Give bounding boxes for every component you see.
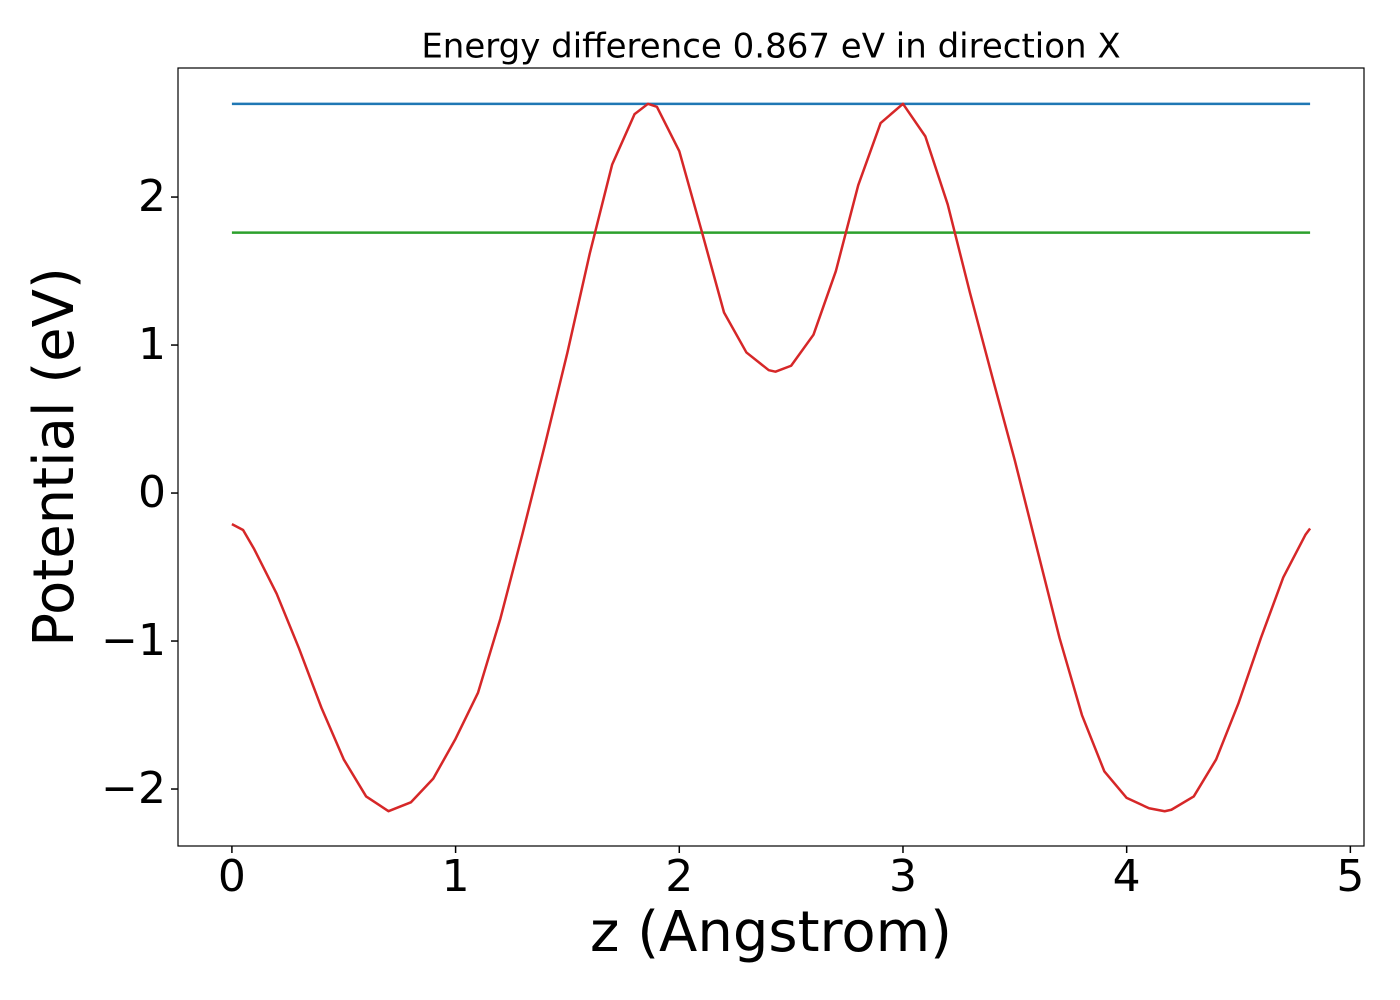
y-tick-label: −1 [101, 615, 166, 666]
y-tick-label: −2 [101, 763, 166, 814]
y-tick-label: 1 [138, 319, 166, 370]
x-tick-label: 5 [1336, 851, 1364, 902]
plot-frame [177, 67, 1365, 847]
x-tick-label: 1 [442, 851, 470, 902]
x-tick-label: 3 [889, 851, 917, 902]
chart-title: Energy difference 0.867 eV in direction … [421, 27, 1120, 67]
data-line [231, 102, 1312, 813]
y-tick-label: 0 [138, 467, 166, 518]
x-tick-label: 0 [218, 851, 246, 902]
x-tick-label: 4 [1113, 851, 1141, 902]
y-tick-label: 2 [138, 171, 166, 222]
y-axis-label: Potential (eV) [22, 267, 87, 647]
x-tick-label: 2 [665, 851, 693, 902]
x-axis-label: z (Angstrom) [590, 900, 952, 965]
